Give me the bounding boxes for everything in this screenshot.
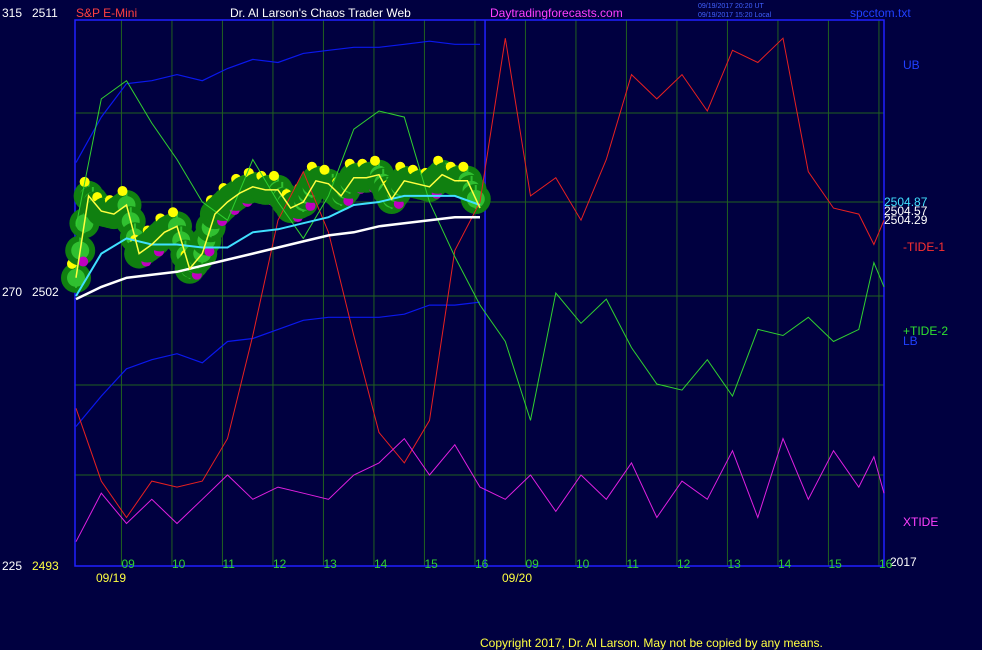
price-readout-2: 2504.57 [884,204,928,218]
year-label: 2017 [890,555,917,569]
timestamp-local: 09/19/2017 15:20 Local [698,12,772,19]
date-label-day1: 09/19 [96,571,126,585]
x-axis-ticks: 09 10 11 12 13 14 15 16 09 10 11 12 13 14 15 16 [122,557,893,571]
symbol-title: S&P E-Mini [76,6,137,20]
swing-high-dot [117,186,128,197]
series-ub [75,40,480,163]
brand-title: Dr. Al Larson's Chaos Trader Web [230,6,411,20]
price-bubbles [61,155,491,293]
x-tick-label: 09 [122,557,136,571]
lb-label: LB [903,334,918,348]
swing-high-dot [269,170,279,181]
series-price [75,173,481,278]
left-scale-mid: 270 [2,285,22,299]
swing-high-dot [168,207,178,218]
ub-label: UB [903,58,920,72]
swing-high-dot [370,155,380,166]
x-tick-label: 10 [172,557,186,571]
left-scale-bottom: 225 [2,559,22,573]
x-tick-label: 10 [576,557,590,571]
x-tick-label: 11 [627,557,640,571]
tide1-label: -TIDE-1 [903,240,945,254]
x-tick-label: 16 [475,557,489,571]
date-label-day2: 09/20 [502,571,532,585]
chart-frame [74,19,885,567]
series-xtide [75,437,885,542]
series-tide-2 [75,79,885,421]
x-tick-label: 13 [324,557,338,571]
x-tick-label: 11 [223,557,236,571]
chart-grid [75,20,884,566]
tide2-label: +TIDE-2 [903,324,948,338]
swing-low-dot [78,256,89,267]
x-tick-label: 12 [273,557,287,571]
timestamp-utc: 09/19/2017 20:20 UT [698,3,764,10]
website-link[interactable]: Daytradingforecasts.com [490,6,623,20]
series-tide-1 [75,37,885,519]
x-tick-label: 16 [879,557,893,571]
x-tick-label: 15 [829,557,843,571]
data-file-name: spcctom.txt [850,6,911,20]
x-tick-label: 13 [728,557,742,571]
series-slow-ema [75,215,480,301]
price-readout-1: 2504.87 [884,195,928,209]
x-tick-label: 15 [425,557,439,571]
price-mid: 2502 [32,285,59,299]
copyright-notice: Copyright 2017, Dr. Al Larson. May not b… [480,636,823,650]
x-tick-label: 09 [526,557,540,571]
xtide-label: XTIDE [903,515,938,529]
plot-border [74,19,885,567]
x-tick-label: 12 [677,557,691,571]
x-tick-label: 14 [374,557,388,571]
series-fast-ema [75,194,481,297]
swing-low-dot [204,246,215,257]
price-bottom: 2493 [32,559,59,573]
series-lb [75,301,481,427]
swing-low-dot [305,200,316,211]
chart-series [75,37,885,542]
swing-high-dot [319,164,330,175]
left-scale-top: 315 [2,6,22,20]
swing-high-dot [458,161,469,172]
x-tick-label: 14 [778,557,792,571]
price-readout-3: 2504.29 [884,213,928,227]
price-top: 2511 [32,6,58,20]
